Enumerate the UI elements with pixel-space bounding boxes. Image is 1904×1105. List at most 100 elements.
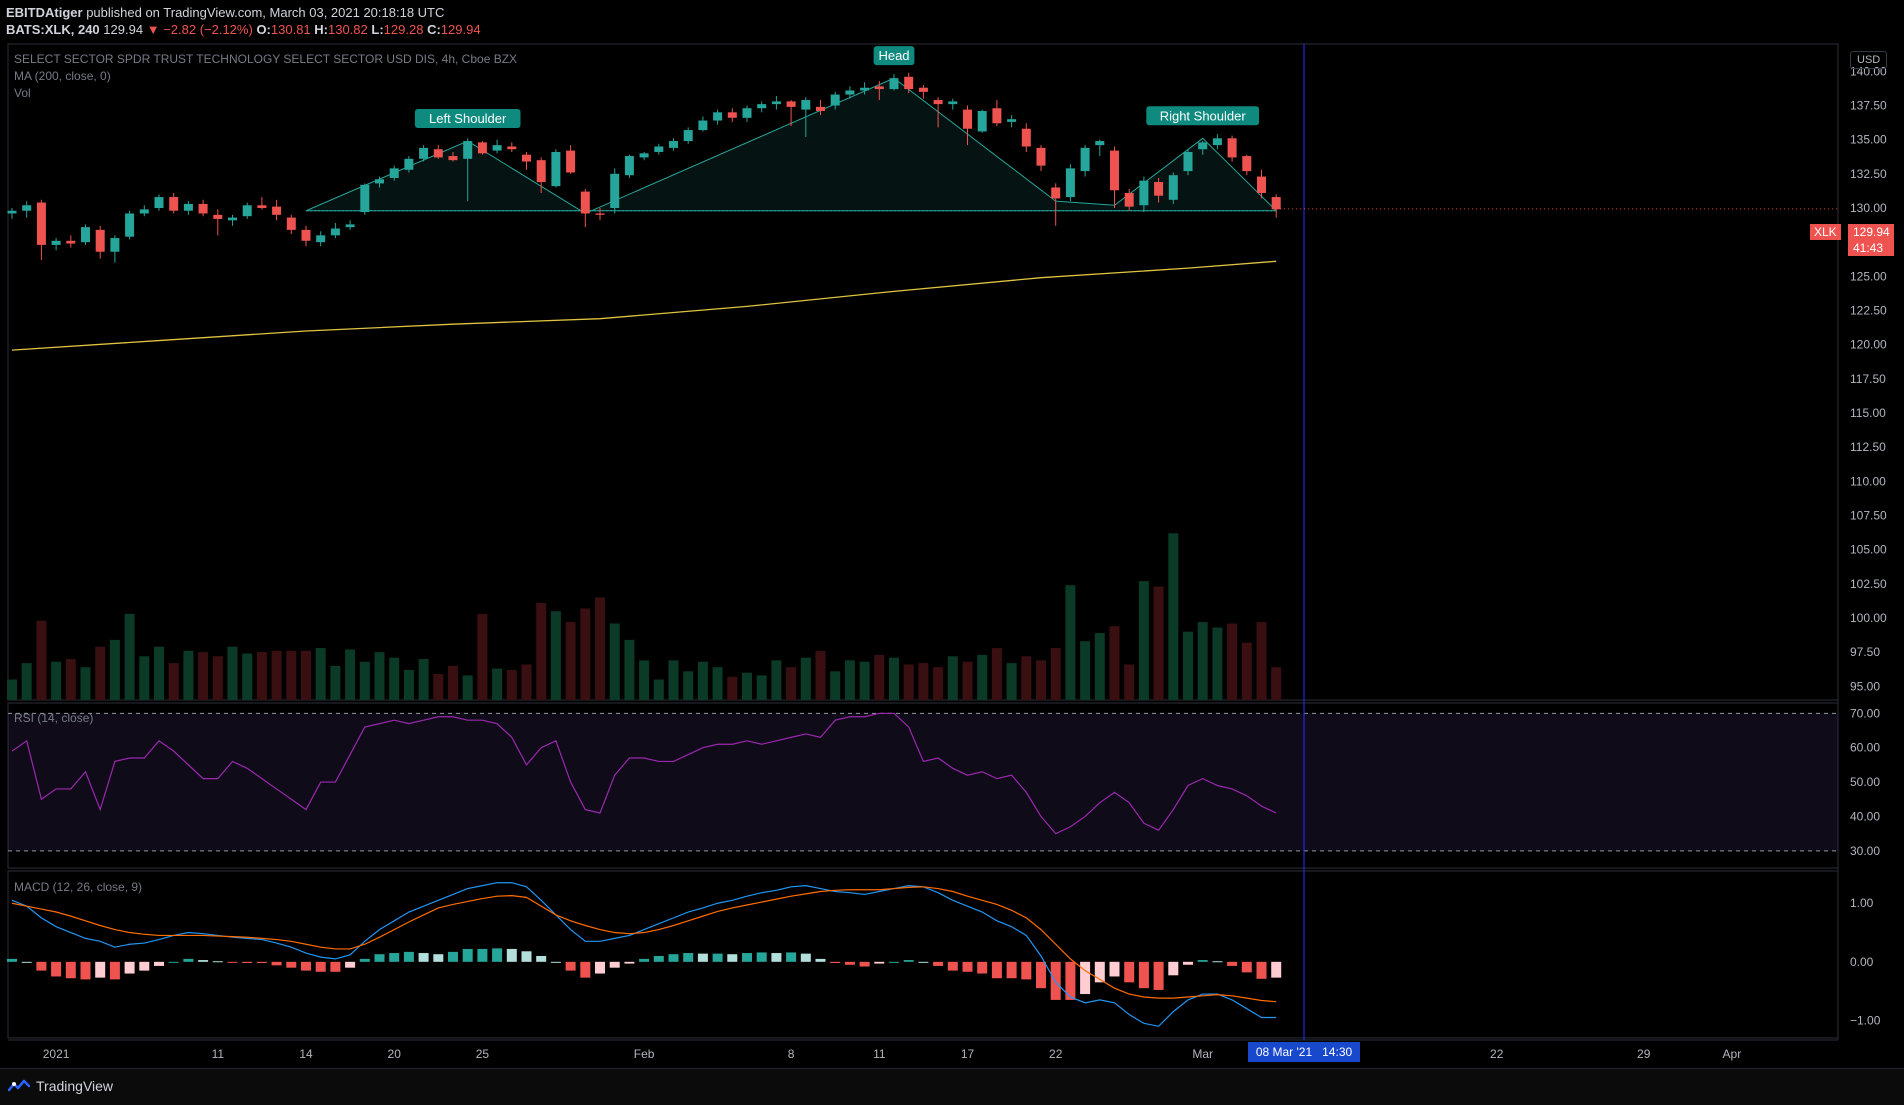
macd-histogram-bar — [51, 961, 62, 977]
macd-histogram-bar — [521, 951, 532, 962]
publisher-name[interactable]: EBITDAtiger — [6, 5, 83, 20]
volume-bar — [712, 667, 723, 700]
price-tick-label: 95.00 — [1850, 679, 1880, 693]
candle-body — [669, 141, 678, 148]
price-tick-label: 97.50 — [1850, 645, 1880, 659]
volume-bar — [977, 654, 988, 700]
series-title[interactable]: SELECT SECTOR SPDR TRUST TECHNOLOGY SELE… — [14, 52, 518, 66]
pattern-label: Right Shoulder — [1160, 108, 1247, 123]
macd-histogram-bar — [815, 958, 826, 962]
volume-bar — [1080, 641, 1091, 700]
volume-bar — [154, 646, 164, 700]
crosshair-time-label: 08 Mar '21 14:30 — [1248, 1042, 1360, 1062]
time-tick-label: 2021 — [43, 1047, 70, 1061]
macd-histogram-bar — [1109, 961, 1120, 977]
macd-histogram-bar — [1006, 961, 1017, 979]
candle-body — [727, 112, 737, 118]
price-tick-label: 130.00 — [1850, 201, 1887, 215]
volume-bar — [139, 656, 150, 700]
macd-histogram-bar — [345, 961, 356, 968]
price-tick-label: 117.50 — [1850, 372, 1886, 386]
volume-bar — [462, 675, 473, 700]
volume-bar — [639, 660, 650, 700]
volume-bar — [242, 653, 253, 700]
macd-histogram-bar — [742, 953, 752, 962]
macd-histogram-bar — [36, 961, 47, 971]
macd-histogram-bar — [403, 951, 414, 962]
candle-body — [1051, 187, 1061, 199]
candle-body — [595, 213, 605, 215]
macd-legend[interactable]: MACD (12, 26, close, 9) — [14, 880, 143, 894]
volume-bar — [1036, 660, 1046, 700]
vol-legend[interactable]: Vol — [14, 86, 31, 100]
candle-body — [51, 240, 61, 245]
candle-body — [242, 205, 252, 217]
candle-body — [1183, 151, 1193, 172]
candle-body — [801, 100, 811, 110]
volume-bar — [1124, 664, 1135, 700]
volume-bar — [286, 650, 297, 700]
macd-histogram-bar — [800, 953, 811, 962]
candle-body — [845, 90, 855, 95]
macd-histogram-bar — [227, 961, 238, 963]
volume-bar — [477, 613, 488, 700]
candle-body — [448, 156, 458, 161]
rsi-legend[interactable]: RSI (14, close) — [14, 711, 94, 725]
candle-body — [639, 153, 649, 158]
macd-histogram-bar — [595, 961, 605, 974]
macd-histogram-bar — [565, 961, 576, 971]
candle-body — [36, 202, 46, 245]
macd-histogram-bar — [418, 953, 429, 962]
candle-body — [375, 179, 384, 184]
volume-bar — [80, 667, 91, 700]
volume-bar — [536, 602, 547, 700]
candle-body — [889, 78, 899, 90]
volume-bar — [1094, 633, 1105, 700]
macd-histogram-bar — [506, 948, 517, 962]
candle-body — [228, 217, 237, 221]
candle-body — [522, 154, 531, 162]
price-tag-symbol: XLK — [1810, 224, 1841, 240]
chart-header: EBITDAtiger published on TradingView.com… — [6, 4, 481, 38]
symbol-label[interactable]: BATS:XLK, 240 — [6, 22, 100, 37]
candle-body — [816, 106, 825, 111]
macd-histogram-bar — [7, 958, 17, 962]
candle-body — [536, 160, 546, 183]
volume-bar — [727, 676, 738, 700]
candle-body — [698, 120, 708, 131]
macd-histogram-bar — [374, 954, 385, 962]
volume-bar — [183, 650, 194, 700]
candle-body — [566, 150, 576, 173]
candle-body — [771, 101, 781, 105]
macd-histogram-bar — [109, 961, 120, 980]
tradingview-brand[interactable]: TradingView — [8, 1078, 113, 1094]
candle-body — [874, 86, 884, 90]
macd-histogram-bar — [889, 961, 899, 963]
macd-histogram-bar — [124, 961, 135, 974]
volume-bar — [1271, 667, 1282, 700]
macd-histogram-bar — [1065, 961, 1076, 1000]
candle-body — [1257, 176, 1266, 193]
candle-body — [507, 146, 517, 150]
macd-histogram-bar — [609, 961, 620, 968]
volume-bar — [903, 664, 914, 700]
ma-legend[interactable]: MA (200, close, 0) — [14, 69, 111, 83]
volume-bar — [800, 657, 811, 700]
volume-bar — [874, 654, 885, 700]
currency-badge[interactable]: USD — [1850, 51, 1888, 69]
volume-bar — [1006, 663, 1017, 700]
chart-canvas[interactable]: 140.00137.50135.00132.50130.00127.50125.… — [0, 0, 1904, 1068]
macd-histogram-bar — [550, 961, 561, 963]
macd-histogram-bar — [1241, 961, 1252, 973]
macd-histogram-bar — [918, 961, 929, 963]
candle-body — [1080, 147, 1090, 172]
pattern-label-box — [1146, 106, 1260, 126]
price-tick-label: 107.50 — [1850, 509, 1887, 523]
candle-body — [1007, 119, 1017, 122]
macd-histogram-bar — [1036, 961, 1046, 989]
macd-histogram-bar — [330, 961, 341, 972]
volume-bar — [962, 661, 973, 700]
volume-bar — [624, 639, 635, 700]
volume-bar — [1241, 642, 1252, 700]
candle-body — [81, 227, 90, 243]
